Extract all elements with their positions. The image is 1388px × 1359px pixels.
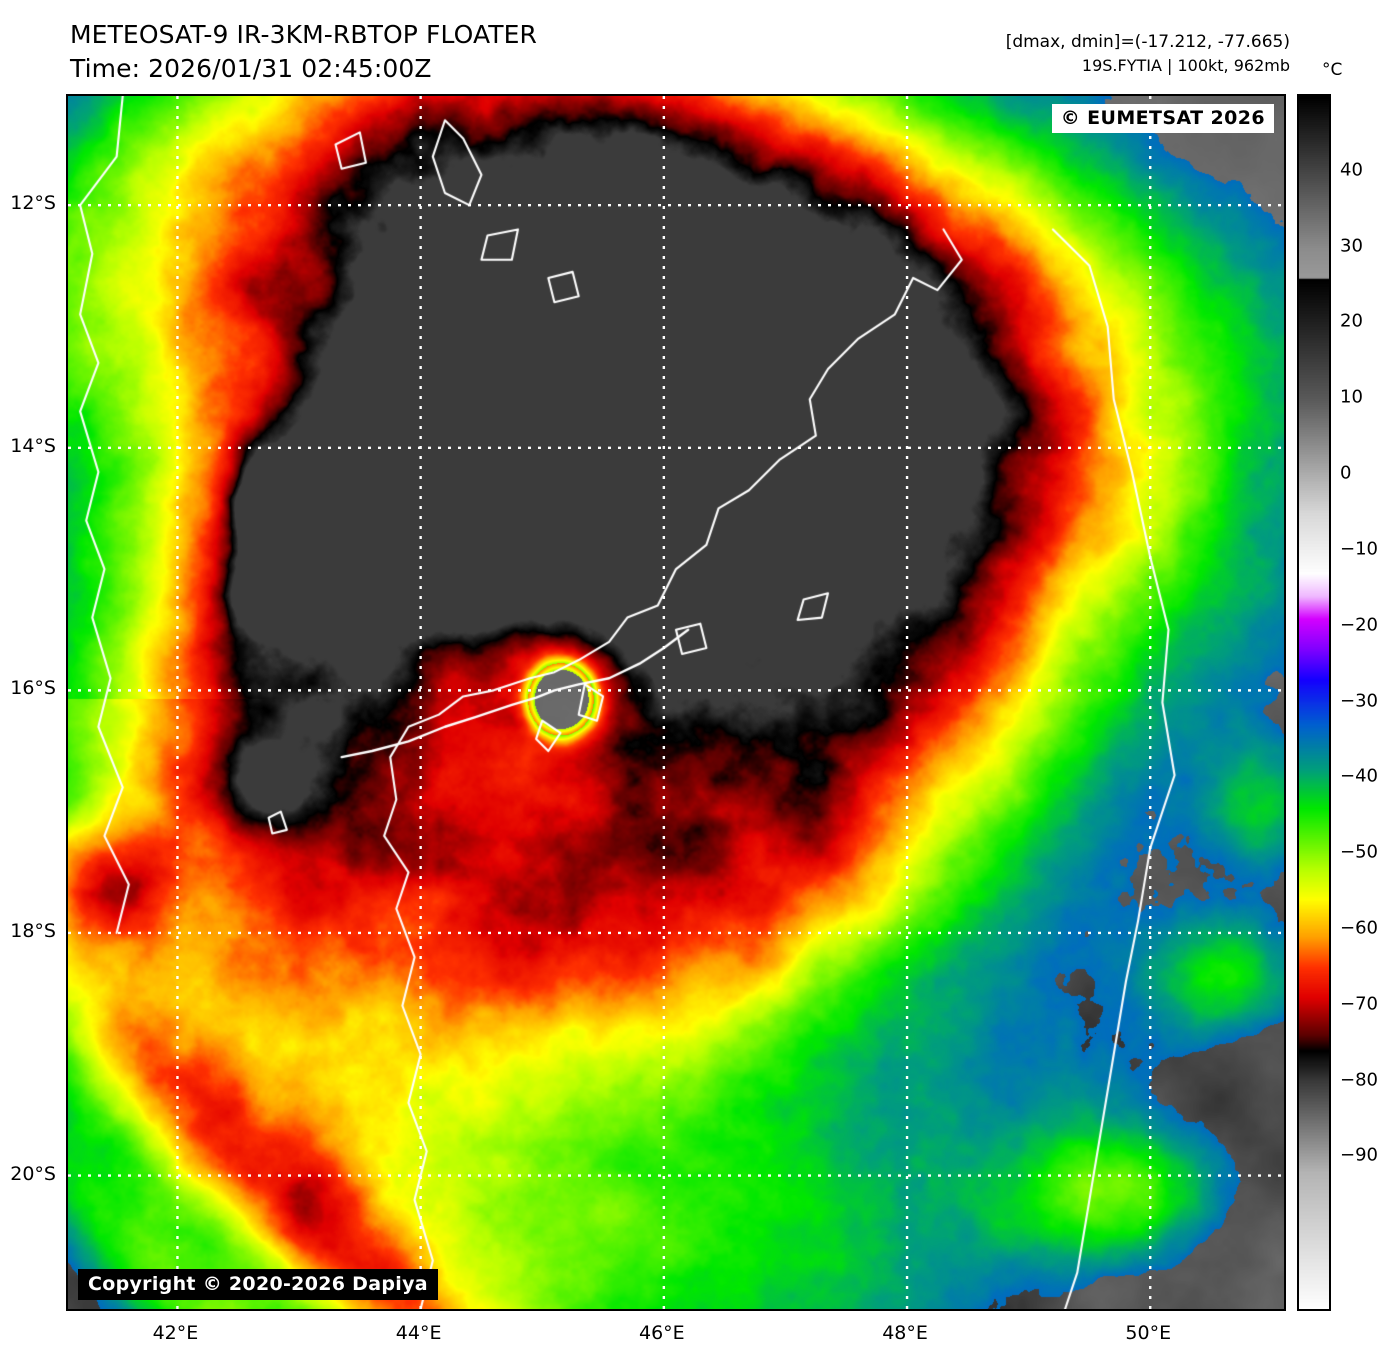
lon-tick-50°E: 50°E: [1125, 1322, 1172, 1344]
lat-tick-14°S: 14°S: [10, 434, 56, 457]
lat-lon-graticule: [68, 96, 1284, 1309]
colorbar-tick-minus90: −90: [1340, 1144, 1378, 1166]
lat-tick-16°S: 16°S: [10, 677, 56, 700]
colorbar-tick-30: 30: [1340, 235, 1363, 257]
lat-tick-20°S: 20°S: [10, 1162, 56, 1185]
colorbar-tick-minus80: −80: [1340, 1069, 1378, 1091]
copyright-badge: Copyright © 2020-2026 Dapiya: [78, 1269, 438, 1300]
colorbar-tick-40: 40: [1340, 159, 1363, 181]
colorbar-tick-20: 20: [1340, 310, 1363, 332]
eumetsat-badge: © EUMETSAT 2026: [1051, 104, 1274, 133]
colorbar-tick-minus70: −70: [1340, 993, 1378, 1015]
dmax-dmin-text: [dmax, dmin]=(-17.212, -77.665): [1005, 32, 1290, 52]
colorbar-tick-10: 10: [1340, 386, 1363, 408]
colorbar-tick-minus30: −30: [1340, 690, 1378, 711]
colorbar-tick-minus10: −10: [1340, 538, 1378, 560]
colorbar-unit-label: °C: [1322, 60, 1343, 80]
colorbar-tick-minus60: −60: [1340, 917, 1378, 939]
lat-tick-12°S: 12°S: [10, 192, 56, 215]
satellite-image-panel[interactable]: © EUMETSAT 2026 Copyright © 2020-2026 Da…: [66, 94, 1286, 1311]
lon-tick-42°E: 42°E: [152, 1322, 199, 1344]
title-line-2: Time: 2026/01/31 02:45:00Z: [70, 54, 432, 83]
temperature-colorbar[interactable]: [1297, 94, 1331, 1311]
ir-satellite-imagery: [68, 96, 1284, 1309]
lon-tick-48°E: 48°E: [882, 1322, 928, 1344]
lat-tick-18°S: 18°S: [10, 919, 56, 942]
title-line-1: METEOSAT-9 IR-3KM-RBTOP FLOATER: [70, 20, 537, 49]
header-metadata: [dmax, dmin]=(-17.212, -77.665) 19S.FYTI…: [1006, 30, 1290, 78]
lon-tick-44°E: 44°E: [395, 1322, 442, 1344]
colorbar-gradient: [1299, 96, 1329, 1309]
colorbar-tick-minus40: −40: [1340, 765, 1378, 787]
colorbar-tick-minus20: −20: [1340, 614, 1378, 636]
colorbar-tick-minus50: −50: [1340, 841, 1378, 863]
storm-info-text: 19S.FYTIA | 100kt, 962mb: [1081, 56, 1290, 75]
lon-tick-46°E: 46°E: [638, 1322, 685, 1344]
colorbar-tick-0: 0: [1340, 462, 1352, 484]
page-title: METEOSAT-9 IR-3KM-RBTOP FLOATER Time: 20…: [70, 18, 537, 86]
